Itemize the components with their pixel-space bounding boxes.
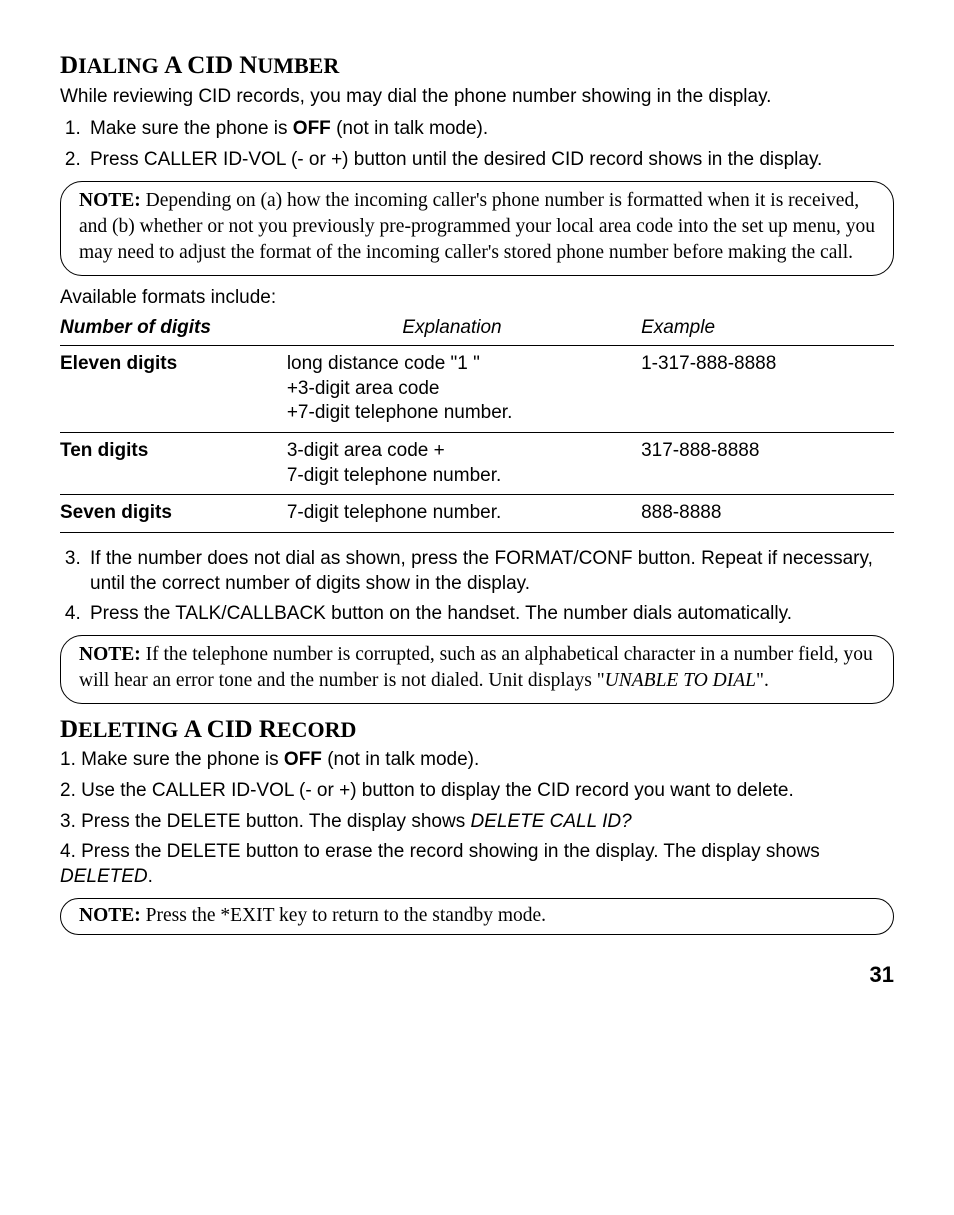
formats-table: Number of digits Explanation Example Ele… bbox=[60, 312, 894, 533]
table-header: Example bbox=[627, 312, 894, 345]
note-italic: UNABLE TO DIAL bbox=[605, 670, 756, 691]
note-text: Depending on (a) how the incoming caller… bbox=[79, 190, 875, 264]
step-bold: OFF bbox=[284, 749, 322, 770]
table-cell: 888-8888 bbox=[627, 495, 894, 533]
step-text: 3. Press the DELETE button. The display … bbox=[60, 811, 470, 832]
note-label: NOTE: bbox=[79, 905, 141, 926]
step-item: Press CALLER ID-VOL (- or +) button unti… bbox=[86, 148, 894, 173]
note-box-1: NOTE: Depending on (a) how the incoming … bbox=[60, 181, 894, 276]
page-number: 31 bbox=[60, 961, 894, 990]
steps-list-1: Make sure the phone is OFF (not in talk … bbox=[60, 117, 894, 172]
note-label: NOTE: bbox=[79, 190, 141, 211]
step-item: 1. Make sure the phone is OFF (not in ta… bbox=[60, 748, 894, 773]
heading-text: ELETING bbox=[78, 717, 178, 742]
table-cell: 7-digit telephone number. bbox=[277, 495, 627, 533]
table-header: Explanation bbox=[277, 312, 627, 345]
step-item: 3. Press the DELETE button. The display … bbox=[60, 810, 894, 835]
step-text: 4. Press the DELETE button to erase the … bbox=[60, 841, 820, 862]
heading-text: UMBER bbox=[257, 53, 339, 78]
section-heading-deleting: DELETING A CID RECORD bbox=[60, 714, 894, 747]
step-text: (not in talk mode). bbox=[331, 118, 488, 139]
step-item: If the number does not dial as shown, pr… bbox=[86, 547, 894, 596]
formats-title: Available formats include: bbox=[60, 286, 894, 311]
heading-text: CID N bbox=[181, 52, 257, 79]
table-cell: 317-888-8888 bbox=[627, 432, 894, 494]
step-item: Make sure the phone is OFF (not in talk … bbox=[86, 117, 894, 142]
heading-char: A bbox=[164, 52, 181, 79]
heading-text: IALING bbox=[78, 53, 159, 78]
step-item: Press the TALK/CALLBACK button on the ha… bbox=[86, 602, 894, 627]
table-cell: 1-317-888-8888 bbox=[627, 345, 894, 432]
table-cell: Seven digits bbox=[60, 495, 277, 533]
table-row: Ten digits 3-digit area code +7-digit te… bbox=[60, 432, 894, 494]
steps-list-2: If the number does not dial as shown, pr… bbox=[60, 547, 894, 627]
heading-text: CID R bbox=[201, 716, 277, 743]
heading-text: ECORD bbox=[277, 717, 356, 742]
step-text: . bbox=[148, 866, 153, 887]
table-row: Seven digits 7-digit telephone number. 8… bbox=[60, 495, 894, 533]
step-italic: DELETED bbox=[60, 866, 148, 887]
table-cell: Eleven digits bbox=[60, 345, 277, 432]
step-text: Make sure the phone is bbox=[90, 118, 293, 139]
table-cell: Ten digits bbox=[60, 432, 277, 494]
note-box-3: NOTE: Press the *EXIT key to return to t… bbox=[60, 898, 894, 935]
heading-char: D bbox=[60, 52, 78, 79]
table-cell: long distance code "1 "+3-digit area cod… bbox=[277, 345, 627, 432]
intro-text: While reviewing CID records, you may dia… bbox=[60, 85, 894, 110]
table-header: Number of digits bbox=[60, 312, 277, 345]
note-label: NOTE: bbox=[79, 644, 141, 665]
table-row: Eleven digits long distance code "1 "+3-… bbox=[60, 345, 894, 432]
step-bold: OFF bbox=[293, 118, 331, 139]
step-item: 2. Use the CALLER ID-VOL (- or +) button… bbox=[60, 779, 894, 804]
note-text: ". bbox=[756, 670, 769, 691]
step-italic: DELETE CALL ID? bbox=[470, 811, 631, 832]
section-heading-dialing: DIALING A CID NUMBER bbox=[60, 50, 894, 83]
note-box-2: NOTE: If the telephone number is corrupt… bbox=[60, 635, 894, 704]
heading-char: A bbox=[184, 716, 201, 743]
heading-char: D bbox=[60, 716, 78, 743]
step-text: (not in talk mode). bbox=[322, 749, 479, 770]
step-text: 1. Make sure the phone is bbox=[60, 749, 284, 770]
step-item: 4. Press the DELETE button to erase the … bbox=[60, 840, 894, 889]
table-cell: 3-digit area code +7-digit telephone num… bbox=[277, 432, 627, 494]
note-text: Press the *EXIT key to return to the sta… bbox=[141, 905, 546, 926]
steps-list-3: 1. Make sure the phone is OFF (not in ta… bbox=[60, 748, 894, 889]
